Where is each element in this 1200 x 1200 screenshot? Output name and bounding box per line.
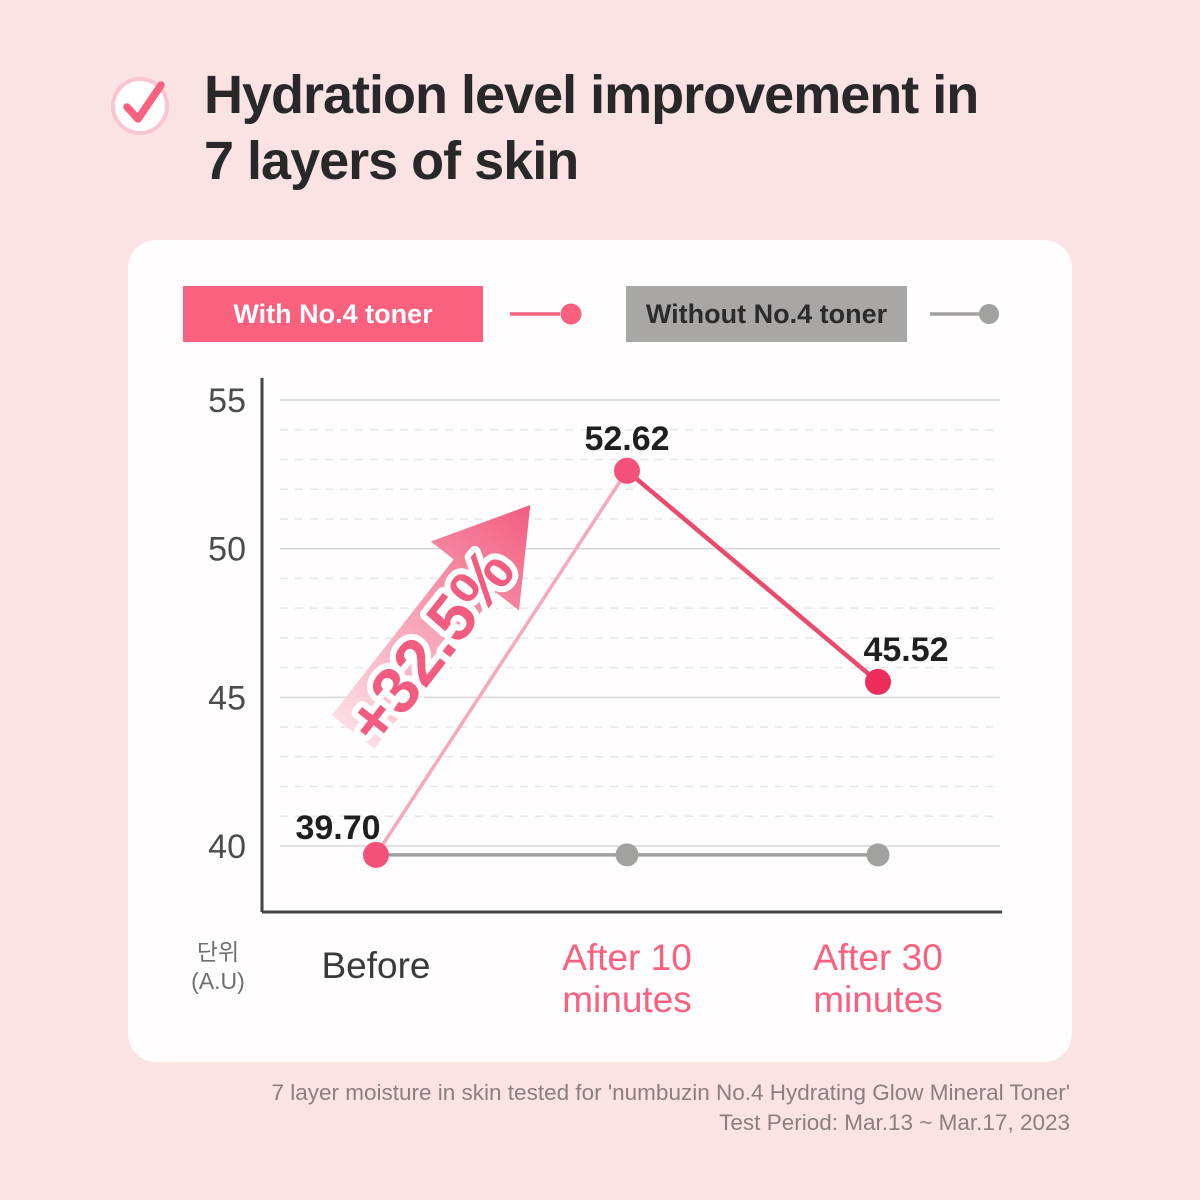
checkmark-icon	[111, 77, 169, 135]
legend-item-with-toner: With No.4 toner	[183, 286, 483, 342]
series-line-with-toner-rise	[374, 469, 629, 856]
x-axis-label: After 30 minutes	[813, 937, 943, 1020]
value-label: 45.52	[863, 631, 948, 669]
y-tick-label: 50	[208, 531, 246, 569]
value-label: 39.70	[295, 809, 380, 847]
data-point-without-toner	[615, 843, 639, 867]
data-point-with-toner	[363, 841, 389, 868]
y-tick-label: 55	[208, 382, 246, 420]
data-point-with-toner	[865, 668, 891, 695]
data-point-without-toner	[866, 843, 890, 867]
legend-item-without-toner: Without No.4 toner	[626, 286, 907, 342]
page-title: Hydration level improvement in 7 layers …	[204, 62, 979, 194]
series-line-with-toner-fall	[625, 469, 880, 684]
x-axis-label: After 10 minutes	[562, 937, 692, 1020]
page-title-line1: Hydration level improvement in	[204, 65, 979, 125]
data-point-with-toner	[614, 457, 640, 484]
footnote-line2: Test Period: Mar.13 ~ Mar.17, 2023	[719, 1110, 1070, 1135]
legend-marker-pink-line-dot	[510, 303, 582, 325]
chart-card: With No.4 toner Without No.4 toner 55 50 4…	[128, 240, 1072, 1062]
line-chart: 55 50 45 40 +32.5% 39.70 52.62 45.52 Before After…	[191, 378, 1002, 1020]
y-tick-label: 45	[208, 679, 246, 717]
page-title-line2: 7 layers of skin	[204, 131, 579, 191]
unit-label: 단위 (A.U)	[191, 939, 245, 994]
legend-label-without-toner: Without No.4 toner	[645, 298, 888, 329]
x-axis-label: Before	[321, 945, 430, 986]
value-label: 52.62	[584, 420, 669, 458]
growth-arrow-icon	[331, 505, 531, 749]
legend-marker-gray-line-dot	[930, 304, 999, 324]
legend-label-with-toner: With No.4 toner	[233, 298, 433, 329]
growth-annotation: +32.5%	[331, 534, 528, 757]
y-tick-label: 40	[208, 828, 246, 866]
footnote-line1: 7 layer moisture in skin tested for 'num…	[271, 1080, 1070, 1105]
footnote: 7 layer moisture in skin tested for 'num…	[271, 1078, 1070, 1138]
